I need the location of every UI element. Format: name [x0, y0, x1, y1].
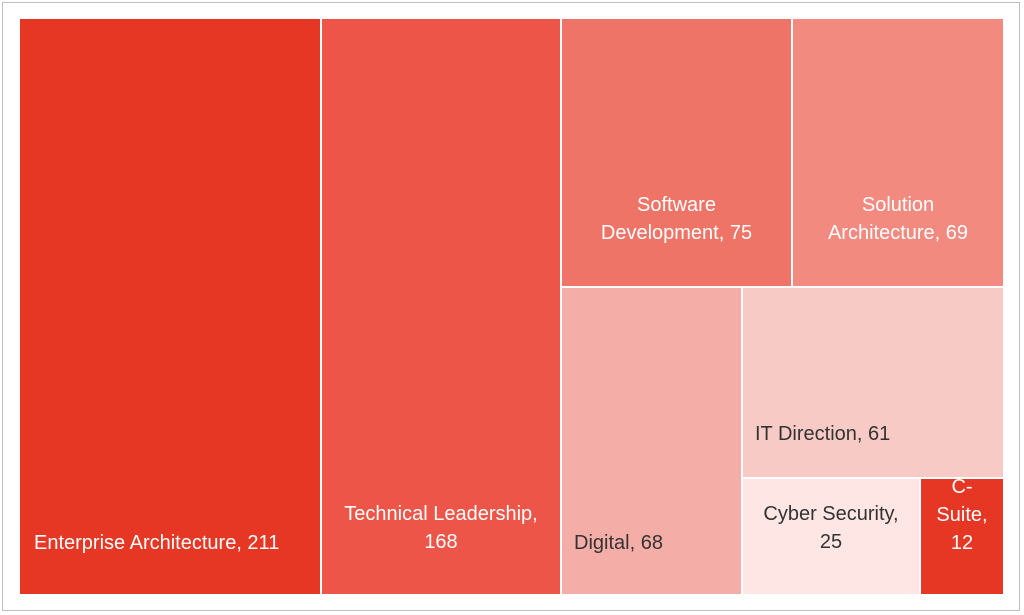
treemap-chart: Enterprise Architecture, 211 Technical Le… — [20, 19, 1003, 594]
tile-c-suite: C- Suite, 12 — [921, 476, 1003, 594]
tile-rect-software-development — [562, 19, 791, 286]
tile-rect-c-suite — [921, 479, 1003, 594]
tile-label-cyber-security: Cyber Security, 25 — [763, 503, 898, 553]
tile-digital: Digital, 68 — [562, 288, 741, 594]
tile-rect-it-direction — [743, 288, 1003, 477]
tile-label-line: Development, 75 — [601, 222, 752, 244]
tile-label-it-direction: IT Direction, 61 — [755, 423, 890, 445]
tile-label-line: Solution — [862, 194, 934, 216]
tile-label-line: Suite, — [936, 504, 987, 526]
tile-label-line: Architecture, 69 — [828, 222, 968, 244]
tile-label-enterprise-architecture: Enterprise Architecture, 211 — [34, 532, 279, 554]
tile-technical-leadership: Technical Leadership, 168 — [322, 19, 560, 594]
tile-software-development: Software Development, 75 — [562, 19, 791, 286]
tile-label-line: Digital, 68 — [574, 532, 663, 554]
tile-label-line: C- — [951, 476, 972, 498]
tile-rect-digital — [562, 288, 741, 594]
tile-label-solution-architecture: Solution Architecture, 69 — [828, 194, 968, 244]
tile-label-line: 25 — [820, 531, 842, 553]
tile-rect-technical-leadership — [322, 19, 560, 594]
tile-label-line: 12 — [951, 532, 973, 554]
tile-label-line: Enterprise Architecture, 211 — [34, 532, 279, 554]
tile-enterprise-architecture: Enterprise Architecture, 211 — [20, 19, 320, 594]
tile-label-line: 168 — [424, 531, 457, 553]
tile-it-direction: IT Direction, 61 — [743, 288, 1003, 477]
tile-rect-enterprise-architecture — [20, 19, 320, 594]
tile-label-digital: Digital, 68 — [574, 532, 663, 554]
tile-label-line: IT Direction, 61 — [755, 423, 890, 445]
tile-rect-solution-architecture — [793, 19, 1003, 286]
tile-label-line: Software — [637, 194, 716, 216]
tile-label-line: Technical Leadership, — [344, 503, 537, 525]
tile-rect-cyber-security — [743, 479, 919, 594]
tile-label-line: Cyber Security, — [763, 503, 898, 525]
tile-label-technical-leadership: Technical Leadership, 168 — [344, 503, 537, 553]
tile-label-c-suite: C- Suite, 12 — [936, 476, 987, 554]
tile-label-software-development: Software Development, 75 — [601, 194, 752, 244]
tile-cyber-security: Cyber Security, 25 — [743, 479, 919, 594]
tile-solution-architecture: Solution Architecture, 69 — [793, 19, 1003, 286]
